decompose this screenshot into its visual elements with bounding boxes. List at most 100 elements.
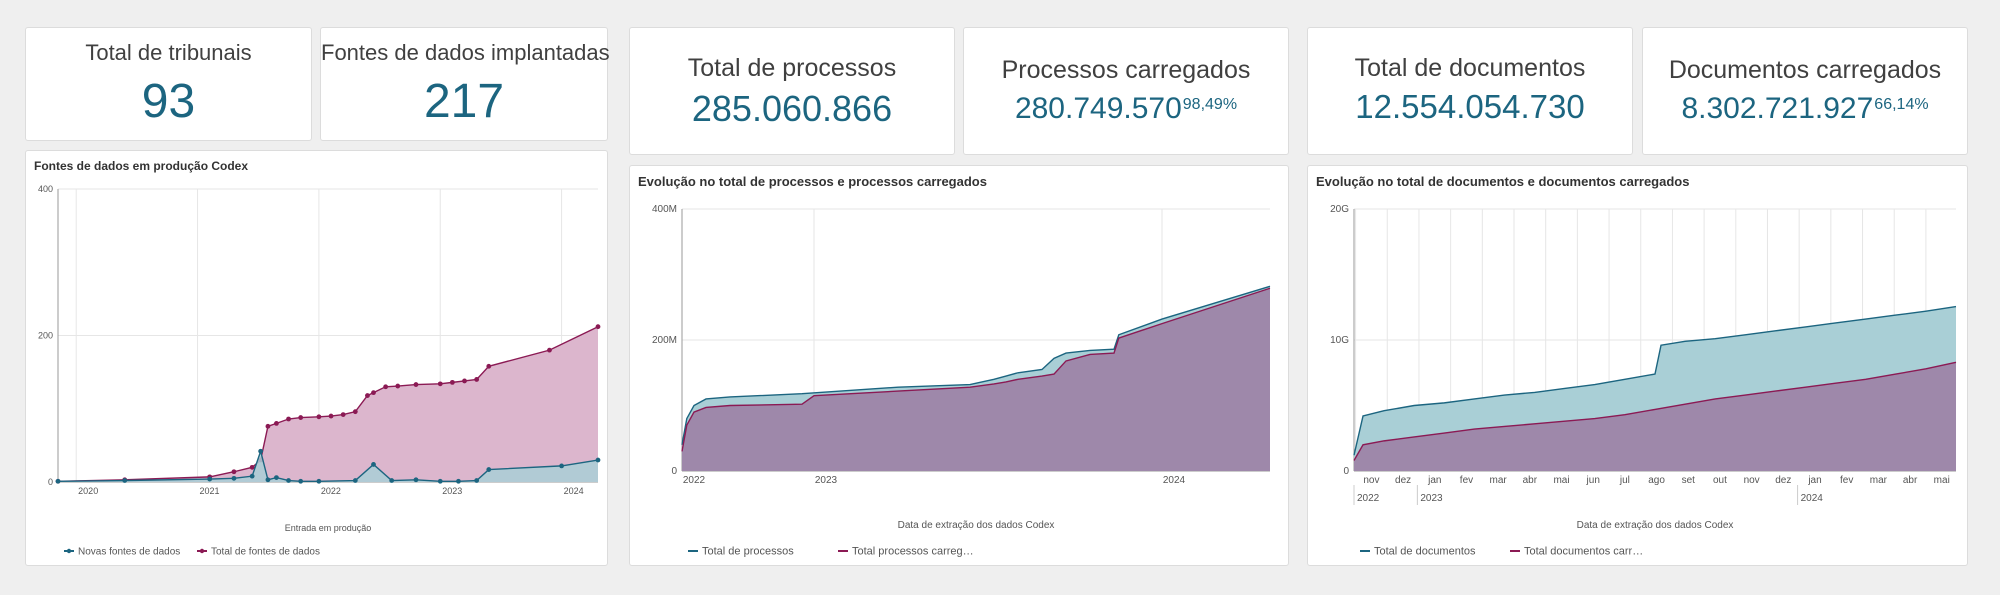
data-point — [249, 473, 255, 479]
data-point — [249, 464, 255, 470]
x-tick-label: jan — [1427, 475, 1441, 486]
data-point — [340, 412, 346, 418]
x-tick-label: 2023 — [442, 486, 462, 496]
x-tick-label: 2020 — [78, 486, 98, 496]
chart-title: Fontes de dados em produção Codex — [34, 159, 249, 173]
series-line — [681, 287, 1271, 452]
data-point — [456, 478, 461, 484]
data-point — [395, 383, 401, 389]
data-point — [437, 478, 443, 484]
y-tick-label: 200 — [38, 331, 53, 341]
x-tick-label: abr — [1903, 475, 1918, 486]
kpi-card-documentos: Total de documentos 12.554.054.730 — [1307, 27, 1633, 155]
kpi-percent: 66,14% — [1874, 96, 1929, 113]
kpi-number: 8.302.721.927 — [1681, 92, 1874, 125]
data-point — [462, 378, 467, 384]
chart-title: Evolução no total de documentos e docume… — [1316, 174, 1690, 189]
data-point — [298, 415, 304, 420]
chart-title: Evolução no total de processos e process… — [638, 174, 987, 189]
year-label: 2023 — [1420, 493, 1443, 504]
data-point — [122, 478, 128, 483]
x-tick-label: mar — [1870, 475, 1888, 486]
y-tick-label: 0 — [1343, 466, 1349, 477]
y-tick-label: 0 — [48, 477, 53, 487]
x-tick-label: jul — [1619, 475, 1630, 486]
kpi-label: Total de tribunais — [85, 40, 252, 65]
data-point — [389, 478, 395, 483]
x-axis-label: Data de extração dos dados Codex — [1577, 520, 1734, 531]
data-point — [437, 381, 443, 387]
y-tick-label: 20G — [1330, 204, 1349, 215]
kpi-card-tribunais: Total de tribunais 93 — [25, 27, 312, 141]
series-area — [58, 326, 598, 482]
x-tick-label: nov — [1363, 475, 1379, 486]
x-tick-label: 2024 — [1163, 475, 1186, 486]
kpi-card-documentos-carregados: Documentos carregados 8.302.721.92766,14… — [1642, 27, 1968, 155]
x-axis-label: Data de extração dos dados Codex — [898, 520, 1055, 531]
series-line — [1353, 305, 1957, 456]
y-tick-label: 400 — [38, 184, 53, 194]
legend-label: Total de fontes de dados — [211, 547, 320, 558]
y-tick-label: 400M — [652, 204, 677, 215]
legend-label: Total de documentos — [1374, 546, 1476, 558]
data-point — [298, 478, 304, 484]
kpi-value: 8.302.721.92766,14% — [1643, 92, 1967, 126]
x-tick-label: fev — [1840, 475, 1853, 486]
x-tick-label: nov — [1744, 475, 1760, 486]
x-tick-label: 2022 — [683, 475, 706, 486]
series-area — [682, 288, 1270, 471]
x-tick-label: jan — [1807, 475, 1821, 486]
chart-processos[interactable]: 0 200M 400M 2022 2023 2024 Data de extração do… — [630, 166, 1290, 567]
legend-label: Novas fontes de dados — [78, 547, 180, 558]
data-point — [274, 421, 279, 426]
legend-label: Total processos carreg… — [852, 546, 974, 558]
data-point — [55, 478, 61, 484]
x-tick-label: 2023 — [815, 475, 838, 486]
data-point — [231, 469, 237, 475]
kpi-value: 280.749.57098,49% — [964, 92, 1288, 126]
kpi-card-processos-carregados: Processos carregados 280.749.57098,49% — [963, 27, 1289, 155]
chart-documentos[interactable]: 0 10G 20G nov dez jan fev mar abr mai jun jul ago set… — [1308, 166, 1969, 567]
year-label: 2024 — [1801, 493, 1824, 504]
chart-fontes[interactable]: 0 200 400 2020 2021 2022 2023 2024 Entrada em pr… — [26, 151, 609, 567]
data-point — [365, 393, 370, 398]
data-point — [352, 478, 358, 483]
data-point — [474, 377, 480, 382]
data-point — [486, 467, 492, 472]
x-tick-label: abr — [1523, 475, 1538, 486]
x-tick-label: mai — [1553, 475, 1569, 486]
data-point — [265, 423, 271, 429]
data-point — [316, 478, 322, 484]
x-tick-label: out — [1713, 475, 1727, 486]
data-point — [559, 463, 564, 469]
data-point — [274, 475, 279, 481]
data-point — [316, 414, 322, 420]
data-point — [258, 448, 264, 454]
x-tick-label: 2024 — [564, 486, 584, 496]
kpi-card-fontes: Fontes de dados implantadas 217 — [320, 27, 610, 141]
data-point — [286, 478, 291, 483]
data-point — [547, 347, 552, 353]
kpi-value: 12.554.054.730 — [1355, 88, 1585, 125]
kpi-label: Total de processos — [687, 54, 897, 82]
x-tick-label: mai — [1934, 475, 1950, 486]
legend-marker — [199, 548, 205, 554]
data-point — [352, 409, 358, 415]
kpi-value: 285.060.866 — [691, 88, 893, 129]
kpi-label: Fontes de dados implantadas — [321, 40, 610, 65]
series-line — [681, 285, 1271, 445]
x-tick-label: ago — [1648, 475, 1665, 486]
kpi-value: 217 — [423, 75, 505, 128]
kpi-label: Total de documentos — [1354, 54, 1586, 82]
data-point — [231, 475, 237, 481]
series-area — [1354, 362, 1956, 471]
kpi-card-processos: Total de processos 285.060.866 — [629, 27, 955, 155]
kpi-value: 93 — [141, 75, 196, 128]
kpi-label: Documentos carregados — [1668, 56, 1942, 84]
kpi-percent: 98,49% — [1182, 96, 1238, 113]
legend-label: Total documentos carr… — [1524, 546, 1643, 558]
chart-card-processos: Evolução no total de processos e process… — [629, 165, 1289, 566]
x-tick-label: 2021 — [200, 486, 220, 496]
data-point — [474, 478, 480, 483]
data-point — [595, 324, 601, 330]
